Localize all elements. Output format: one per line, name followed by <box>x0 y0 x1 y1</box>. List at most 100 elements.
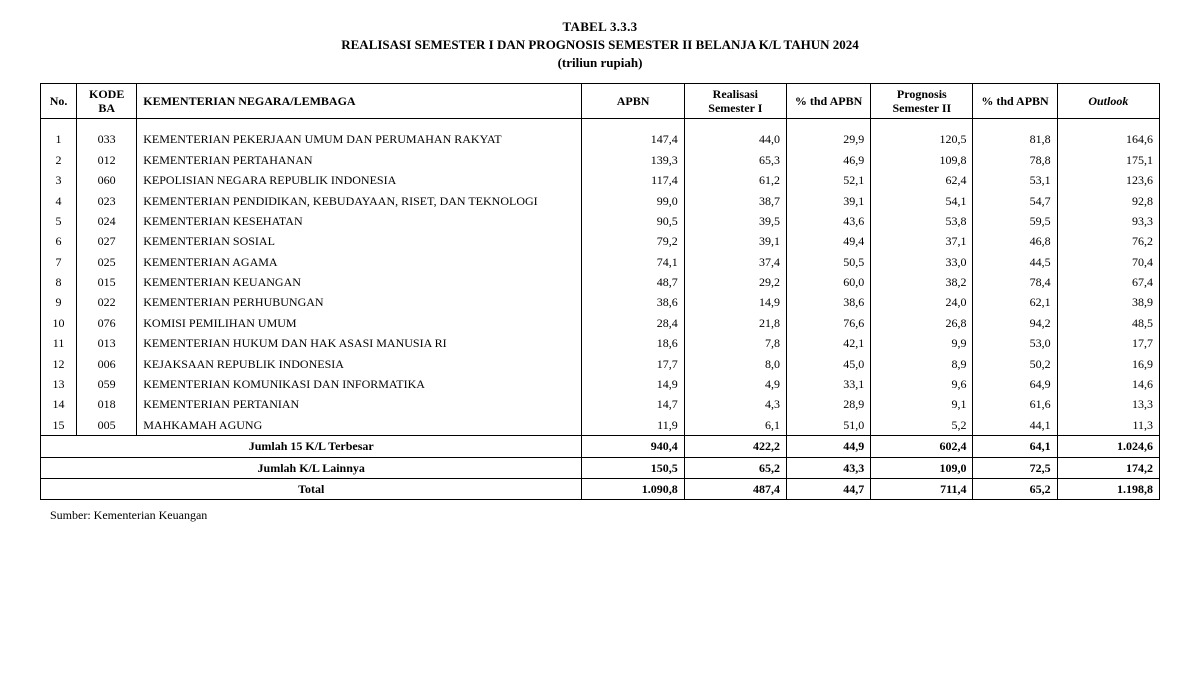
cell-no: 4 <box>41 191 77 211</box>
budget-table: No. KODE BA KEMENTERIAN NEGARA/LEMBAGA A… <box>40 83 1160 501</box>
table-row: 8015KEMENTERIAN KEUANGAN48,729,260,038,2… <box>41 272 1160 292</box>
cell-no: 11 <box>41 333 77 353</box>
cell-prog: 109,8 <box>871 150 973 170</box>
cell-apbn: 11,9 <box>582 415 684 436</box>
cell-outlook: 13,3 <box>1057 394 1159 414</box>
cell-pct1: 43,6 <box>786 211 870 231</box>
cell-kode: 027 <box>77 231 137 251</box>
table-footer-row: Total1.090,8487,444,7711,465,21.198,8 <box>41 478 1160 499</box>
cell-outlook: 16,9 <box>1057 354 1159 374</box>
cell-name: KEMENTERIAN KESEHATAN <box>137 211 582 231</box>
cell-pct2: 78,8 <box>973 150 1057 170</box>
cell-name: KEMENTERIAN PERHUBUNGAN <box>137 292 582 312</box>
cell-kode: 023 <box>77 191 137 211</box>
cell-outlook: 70,4 <box>1057 252 1159 272</box>
cell-real: 44,0 <box>684 129 786 149</box>
footer-outlook: 1.024,6 <box>1057 436 1159 457</box>
cell-outlook: 48,5 <box>1057 313 1159 333</box>
cell-real: 14,9 <box>684 292 786 312</box>
table-row: 7025KEMENTERIAN AGAMA74,137,450,533,044,… <box>41 252 1160 272</box>
cell-pct1: 42,1 <box>786 333 870 353</box>
cell-apbn: 28,4 <box>582 313 684 333</box>
cell-name: KEMENTERIAN HUKUM DAN HAK ASASI MANUSIA … <box>137 333 582 353</box>
cell-pct1: 29,9 <box>786 129 870 149</box>
cell-prog: 9,9 <box>871 333 973 353</box>
cell-outlook: 14,6 <box>1057 374 1159 394</box>
footer-prog: 711,4 <box>871 478 973 499</box>
footer-outlook: 1.198,8 <box>1057 478 1159 499</box>
cell-no: 2 <box>41 150 77 170</box>
col-outlook: Outlook <box>1057 83 1159 119</box>
cell-real: 39,1 <box>684 231 786 251</box>
cell-pct1: 76,6 <box>786 313 870 333</box>
cell-name: KEMENTERIAN KOMUNIKASI DAN INFORMATIKA <box>137 374 582 394</box>
table-row: 1033KEMENTERIAN PEKERJAAN UMUM DAN PERUM… <box>41 129 1160 149</box>
cell-apbn: 14,9 <box>582 374 684 394</box>
cell-prog: 33,0 <box>871 252 973 272</box>
cell-name: KEMENTERIAN AGAMA <box>137 252 582 272</box>
cell-kode: 005 <box>77 415 137 436</box>
col-name: KEMENTERIAN NEGARA/LEMBAGA <box>137 83 582 119</box>
cell-prog: 26,8 <box>871 313 973 333</box>
col-kode: KODE BA <box>77 83 137 119</box>
table-row: 3060KEPOLISIAN NEGARA REPUBLIK INDONESIA… <box>41 170 1160 190</box>
footer-label: Jumlah K/L Lainnya <box>41 457 582 478</box>
cell-outlook: 67,4 <box>1057 272 1159 292</box>
cell-prog: 54,1 <box>871 191 973 211</box>
cell-real: 4,3 <box>684 394 786 414</box>
table-row: 9022KEMENTERIAN PERHUBUNGAN38,614,938,62… <box>41 292 1160 312</box>
cell-outlook: 38,9 <box>1057 292 1159 312</box>
cell-kode: 024 <box>77 211 137 231</box>
cell-kode: 060 <box>77 170 137 190</box>
footer-pct1: 43,3 <box>786 457 870 478</box>
table-row: 15005MAHKAMAH AGUNG11,96,151,05,244,111,… <box>41 415 1160 436</box>
cell-no: 14 <box>41 394 77 414</box>
footer-real: 65,2 <box>684 457 786 478</box>
cell-pct2: 44,5 <box>973 252 1057 272</box>
cell-prog: 8,9 <box>871 354 973 374</box>
cell-pct2: 46,8 <box>973 231 1057 251</box>
cell-pct1: 38,6 <box>786 292 870 312</box>
cell-pct1: 28,9 <box>786 394 870 414</box>
cell-no: 12 <box>41 354 77 374</box>
cell-pct2: 94,2 <box>973 313 1057 333</box>
cell-no: 10 <box>41 313 77 333</box>
cell-no: 5 <box>41 211 77 231</box>
table-row: 14018KEMENTERIAN PERTANIAN14,74,328,99,1… <box>41 394 1160 414</box>
title-line-3: (triliun rupiah) <box>40 54 1160 72</box>
table-source: Sumber: Kementerian Keuangan <box>50 508 1160 523</box>
col-no: No. <box>41 83 77 119</box>
footer-real: 422,2 <box>684 436 786 457</box>
table-row: 4023KEMENTERIAN PENDIDIKAN, KEBUDAYAAN, … <box>41 191 1160 211</box>
cell-apbn: 79,2 <box>582 231 684 251</box>
table-row: 2012KEMENTERIAN PERTAHANAN139,365,346,91… <box>41 150 1160 170</box>
cell-name: KEMENTERIAN PERTAHANAN <box>137 150 582 170</box>
cell-real: 61,2 <box>684 170 786 190</box>
col-pct1: % thd APBN <box>786 83 870 119</box>
cell-kode: 059 <box>77 374 137 394</box>
cell-pct1: 45,0 <box>786 354 870 374</box>
cell-outlook: 76,2 <box>1057 231 1159 251</box>
table-footer-row: Jumlah K/L Lainnya150,565,243,3109,072,5… <box>41 457 1160 478</box>
cell-apbn: 117,4 <box>582 170 684 190</box>
cell-pct2: 78,4 <box>973 272 1057 292</box>
cell-apbn: 48,7 <box>582 272 684 292</box>
footer-label: Jumlah 15 K/L Terbesar <box>41 436 582 457</box>
page: TABEL 3.3.3 REALISASI SEMESTER I DAN PRO… <box>0 0 1200 675</box>
cell-real: 39,5 <box>684 211 786 231</box>
cell-pct2: 53,1 <box>973 170 1057 190</box>
cell-pct1: 49,4 <box>786 231 870 251</box>
cell-name: MAHKAMAH AGUNG <box>137 415 582 436</box>
cell-apbn: 147,4 <box>582 129 684 149</box>
cell-no: 15 <box>41 415 77 436</box>
cell-real: 6,1 <box>684 415 786 436</box>
cell-name: KEPOLISIAN NEGARA REPUBLIK INDONESIA <box>137 170 582 190</box>
footer-pct2: 64,1 <box>973 436 1057 457</box>
cell-apbn: 38,6 <box>582 292 684 312</box>
cell-real: 4,9 <box>684 374 786 394</box>
table-footer-row: Jumlah 15 K/L Terbesar940,4422,244,9602,… <box>41 436 1160 457</box>
cell-no: 3 <box>41 170 77 190</box>
cell-pct1: 50,5 <box>786 252 870 272</box>
cell-pct1: 52,1 <box>786 170 870 190</box>
cell-outlook: 92,8 <box>1057 191 1159 211</box>
